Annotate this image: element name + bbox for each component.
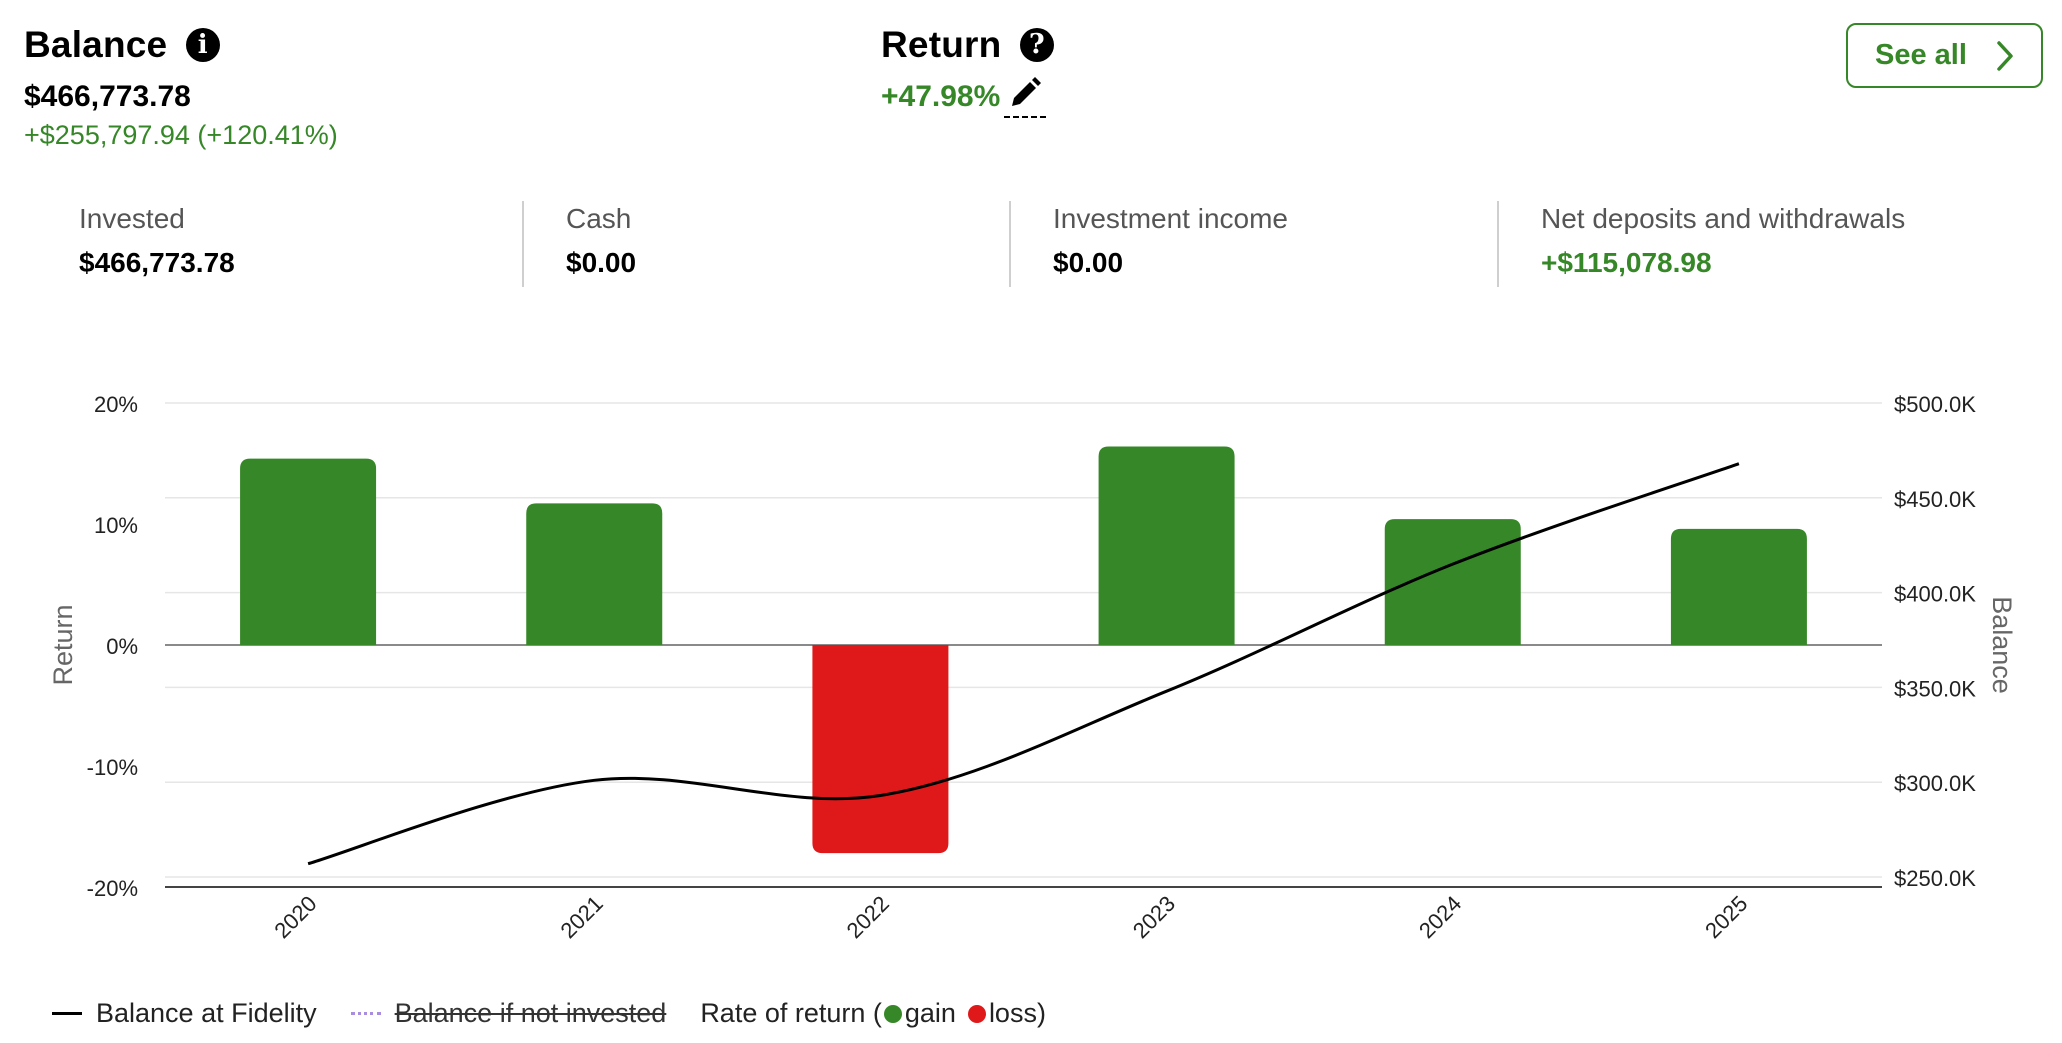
y2-tick-label: $400.0K (1894, 582, 1976, 607)
legend-balance-label: Balance at Fidelity (96, 998, 317, 1028)
legend-balance-swatch (52, 1012, 82, 1015)
stat-invested: Invested $466,773.78 (79, 203, 235, 279)
legend-rate-label: Rate of return ( (700, 998, 882, 1028)
stat-label: Investment income (1053, 203, 1288, 234)
legend-gain-label: gain (904, 998, 956, 1028)
y-tick-label: -20% (87, 876, 138, 901)
y-tick-label: 0% (106, 634, 138, 659)
x-tick-label: 2025 (1700, 891, 1752, 943)
y2-tick-label: $500.0K (1894, 392, 1976, 417)
legend-not-invested-swatch[interactable] (350, 1012, 381, 1015)
legend-loss-label: loss) (988, 998, 1046, 1028)
stat-label: Cash (566, 203, 632, 234)
stat-divider (1009, 201, 1011, 287)
y-tick-label: 20% (94, 392, 138, 417)
y2-tick-label: $300.0K (1894, 771, 1976, 796)
stat-label: Net deposits and withdrawals (1541, 203, 1906, 234)
return-bar (1384, 519, 1521, 645)
info-icon[interactable]: i (185, 28, 220, 62)
y2-tick-label: $350.0K (1894, 676, 1976, 701)
stat-cash: Cash $0.00 (566, 203, 636, 279)
stat-value: $0.00 (566, 247, 637, 278)
legend-loss-dot (967, 1004, 986, 1023)
return-value: +47.98% (881, 80, 1001, 113)
stat-value: $466,773.78 (79, 247, 235, 278)
y2-axis-label: Balance (1987, 596, 2017, 694)
stat-divider (1497, 201, 1499, 287)
x-tick-label: 2020 (269, 891, 321, 943)
y-axis-label: Return (48, 604, 78, 685)
x-tick-label: 2021 (555, 891, 607, 943)
stat-value: $0.00 (1053, 247, 1124, 278)
y-tick-label: -10% (87, 755, 138, 780)
y2-tick-label: $250.0K (1894, 866, 1976, 891)
y-tick-label: 10% (94, 513, 138, 538)
stat-investment-income: Investment income $0.00 (1053, 203, 1288, 279)
see-all-button[interactable]: See all (1846, 23, 2043, 88)
x-tick-label: 2023 (1128, 891, 1180, 943)
stat-label: Invested (79, 203, 185, 234)
edit-icon[interactable] (1004, 74, 1046, 118)
legend-not-invested-label[interactable]: Balance if not invested (394, 998, 667, 1028)
balance-value: $466,773.78 (24, 80, 191, 113)
balance-title: Balance i (24, 24, 220, 66)
chevron-right-icon (1997, 40, 2013, 71)
x-tick-label: 2022 (842, 891, 894, 943)
balance-line (307, 462, 1740, 866)
stat-value: +$115,078.98 (1541, 247, 1712, 278)
help-icon[interactable]: ? (1019, 28, 1054, 62)
return-bar (812, 645, 949, 854)
chart-legend: Balance at Fidelity Balance if not inves… (52, 998, 1046, 1029)
legend-gain-dot (883, 1004, 902, 1023)
y2-tick-label: $450.0K (1894, 487, 1976, 512)
stat-divider (522, 201, 524, 287)
x-tick-label: 2024 (1414, 891, 1466, 943)
return-bar (240, 458, 377, 645)
return-title: Return ? (881, 24, 1054, 66)
return-bar (1670, 528, 1807, 645)
return-bar (526, 503, 663, 645)
return-bar (1098, 446, 1235, 645)
balance-change: +$255,797.94 (+120.41%) (24, 120, 338, 150)
return-balance-chart: -20% -10% 0% 10% 20% $250.0K $300.0K $350.0K $40… (48, 392, 2017, 943)
stat-net-deposits: Net deposits and withdrawals +$115,078.9… (1541, 203, 1905, 279)
